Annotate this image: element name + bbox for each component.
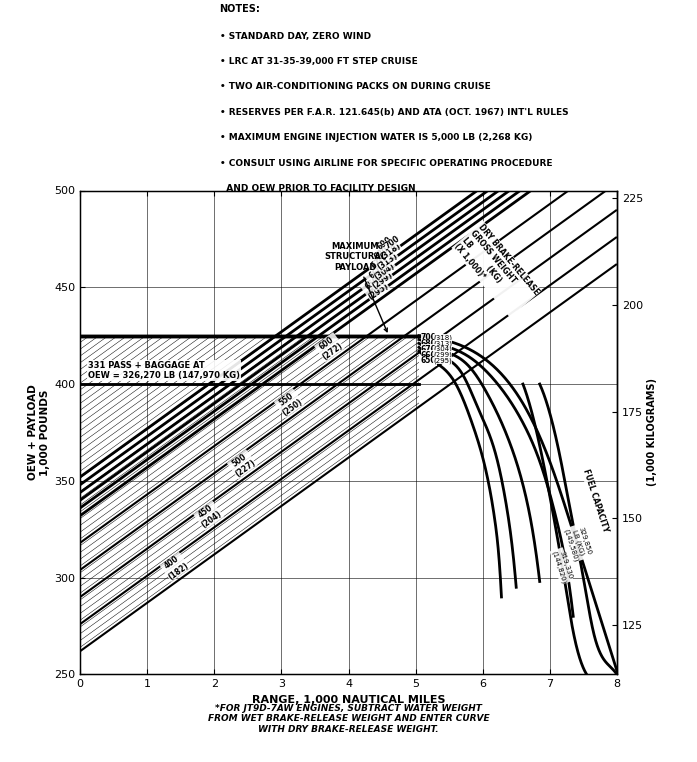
Text: (299): (299) <box>433 352 452 358</box>
Text: 690
(318): 690 (318) <box>372 233 402 262</box>
Text: • CONSULT USING AIRLINE FOR SPECIFIC OPERATING PROCEDURE: • CONSULT USING AIRLINE FOR SPECIFIC OPE… <box>220 158 552 168</box>
Text: (295): (295) <box>433 357 452 364</box>
Text: AND OEW PRIOR TO FACILITY DESIGN: AND OEW PRIOR TO FACILITY DESIGN <box>220 184 415 193</box>
Text: 600
(272): 600 (272) <box>314 332 344 362</box>
Text: MAXIMUM
STRUCTURAL
PAYLOAD: MAXIMUM STRUCTURAL PAYLOAD <box>324 242 388 331</box>
Text: 680
(313): 680 (313) <box>369 242 399 272</box>
Text: 650
(295): 650 (295) <box>360 273 390 302</box>
Text: • MAXIMUM ENGINE INJECTION WATER IS 5,000 LB (2,268 KG): • MAXIMUM ENGINE INJECTION WATER IS 5,00… <box>220 133 532 142</box>
Text: 660
(299): 660 (299) <box>364 262 394 291</box>
Y-axis label: OEW + PAYLOAD
1,000 POUNDS: OEW + PAYLOAD 1,000 POUNDS <box>29 385 50 480</box>
Text: • LRC AT 31-35-39,000 FT STEP CRUISE: • LRC AT 31-35-39,000 FT STEP CRUISE <box>220 57 418 66</box>
Text: DRY BRAKE-RELEASE
GROSS WEIGHT
LB          (KG)
(X 1,000)*: DRY BRAKE-RELEASE GROSS WEIGHT LB (KG) (… <box>452 222 541 316</box>
Text: *FOR JT9D-7AW ENGINES, SUBTRACT WATER WEIGHT
FROM WET BRAKE-RELEASE WEIGHT AND E: *FOR JT9D-7AW ENGINES, SUBTRACT WATER WE… <box>208 704 489 734</box>
Text: 500
(227): 500 (227) <box>227 450 257 479</box>
Text: (318): (318) <box>433 335 452 341</box>
Text: 650: 650 <box>421 357 436 365</box>
Bar <box>80 190 419 335</box>
Text: (304): (304) <box>433 346 452 353</box>
Y-axis label: (1,000 KILOGRAMS): (1,000 KILOGRAMS) <box>647 379 657 486</box>
Text: • RESERVES PER F.A.R. 121.645(b) AND ATA (OCT. 1967) INT'L RULES: • RESERVES PER F.A.R. 121.645(b) AND ATA… <box>220 107 568 117</box>
Text: FUEL CAPACITY: FUEL CAPACITY <box>581 467 610 533</box>
Polygon shape <box>80 264 617 674</box>
Text: (313): (313) <box>433 340 452 347</box>
Bar <box>419 190 617 674</box>
Text: 550
(250): 550 (250) <box>275 389 304 418</box>
Text: 400
(182): 400 (182) <box>160 552 190 581</box>
Text: 329,850
LB (KG)
(149,580): 329,850 LB (KG) (149,580) <box>562 523 593 562</box>
Text: 319,330
(144,820): 319,330 (144,820) <box>550 548 574 584</box>
Text: 670
(304): 670 (304) <box>367 252 397 281</box>
Text: NOTES:: NOTES: <box>220 4 261 14</box>
Text: 670: 670 <box>421 344 437 354</box>
Text: • TWO AIR-CONDITIONING PACKS ON DURING CRUISE: • TWO AIR-CONDITIONING PACKS ON DURING C… <box>220 82 490 91</box>
Text: 450
(204): 450 (204) <box>194 501 224 530</box>
Text: 700: 700 <box>384 234 402 250</box>
Text: 660: 660 <box>421 351 437 360</box>
Text: 331 PASS + BAGGAGE AT
OEW = 326,270 LB (147,970 KG): 331 PASS + BAGGAGE AT OEW = 326,270 LB (… <box>89 360 240 380</box>
Text: • STANDARD DAY, ZERO WIND: • STANDARD DAY, ZERO WIND <box>220 31 371 40</box>
Text: 700: 700 <box>421 333 437 342</box>
X-axis label: RANGE, 1,000 NAUTICAL MILES: RANGE, 1,000 NAUTICAL MILES <box>252 695 445 705</box>
Text: 680: 680 <box>421 339 437 348</box>
